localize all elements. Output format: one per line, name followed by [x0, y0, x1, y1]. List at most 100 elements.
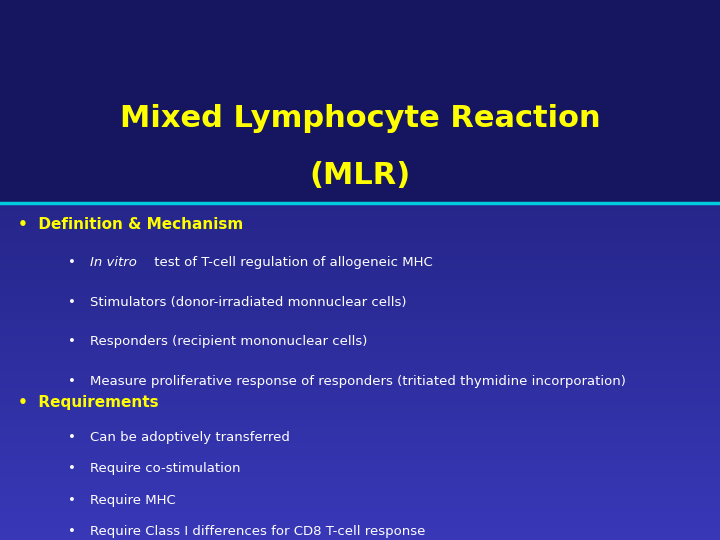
Bar [0, 497, 720, 500]
Bar [0, 281, 720, 284]
Text: •: • [68, 375, 76, 388]
Bar [0, 362, 720, 364]
Text: •: • [68, 335, 76, 348]
Bar [0, 46, 720, 49]
Bar [0, 537, 720, 540]
Bar [0, 157, 720, 159]
Bar [0, 424, 720, 427]
Bar [0, 462, 720, 464]
Bar [0, 49, 720, 51]
Bar [0, 478, 720, 481]
Bar [0, 286, 720, 289]
Bar [0, 437, 720, 440]
Bar [0, 232, 720, 235]
Text: •: • [68, 525, 76, 538]
Bar [0, 65, 720, 68]
Text: •  Requirements: • Requirements [18, 395, 158, 410]
Bar [0, 405, 720, 408]
Bar [0, 221, 720, 224]
Bar [0, 459, 720, 462]
Text: Measure proliferative response of responders (tritiated thymidine incorporation): Measure proliferative response of respon… [90, 375, 626, 388]
Bar [0, 470, 720, 472]
Text: Require co-stimulation: Require co-stimulation [90, 462, 240, 475]
Bar [0, 432, 720, 435]
Bar [0, 213, 720, 216]
Bar [0, 529, 720, 532]
Bar [0, 124, 720, 127]
Bar [0, 200, 720, 202]
Bar [0, 418, 720, 421]
Text: Responders (recipient mononuclear cells): Responders (recipient mononuclear cells) [90, 335, 367, 348]
Bar [0, 305, 720, 308]
Bar [0, 86, 720, 89]
Bar [0, 230, 720, 232]
Bar [0, 416, 720, 418]
Bar [0, 375, 720, 378]
Bar [0, 192, 720, 194]
Text: test of T-cell regulation of allogeneic MHC: test of T-cell regulation of allogeneic … [150, 256, 433, 269]
Bar [0, 184, 720, 186]
Bar [0, 57, 720, 59]
Bar [0, 105, 720, 108]
Bar [0, 119, 720, 122]
Bar [0, 346, 720, 348]
Bar [0, 84, 720, 86]
Bar [0, 81, 720, 84]
Bar [0, 5, 720, 8]
Bar [0, 532, 720, 535]
Bar [0, 292, 720, 294]
Bar [0, 294, 720, 297]
Bar [0, 135, 720, 138]
Bar [0, 132, 720, 135]
Text: •: • [68, 256, 76, 269]
Bar [0, 316, 720, 319]
Bar [0, 235, 720, 238]
Bar [0, 30, 720, 32]
Bar [0, 367, 720, 370]
Bar [0, 24, 720, 27]
Bar [0, 483, 720, 486]
Bar [0, 321, 720, 324]
Text: •  Definition & Mechanism: • Definition & Mechanism [18, 217, 243, 232]
Bar [0, 394, 720, 397]
Bar [0, 154, 720, 157]
Bar [0, 178, 720, 181]
Bar [0, 284, 720, 286]
Bar [0, 392, 720, 394]
Bar [0, 78, 720, 81]
Bar [0, 3, 720, 5]
Bar [0, 505, 720, 508]
Bar [0, 467, 720, 470]
Bar [0, 11, 720, 14]
Bar [0, 113, 720, 116]
Bar [0, 481, 720, 483]
Bar [0, 219, 720, 221]
Bar [0, 278, 720, 281]
Bar [0, 122, 720, 124]
Bar [0, 297, 720, 300]
Bar [0, 94, 720, 97]
Bar [0, 167, 720, 170]
Bar [0, 22, 720, 24]
Bar [0, 489, 720, 491]
Bar [0, 397, 720, 400]
Bar [0, 400, 720, 402]
Bar [0, 19, 720, 22]
Bar [0, 516, 720, 518]
Bar [0, 140, 720, 143]
Bar [0, 16, 720, 19]
Bar [0, 521, 720, 524]
Bar [0, 448, 720, 451]
Bar [0, 73, 720, 76]
Bar [0, 205, 720, 208]
Bar [0, 313, 720, 316]
Bar [0, 211, 720, 213]
Bar [0, 454, 720, 456]
Bar [0, 275, 720, 278]
Bar [0, 475, 720, 478]
Bar [0, 327, 720, 329]
Bar [0, 170, 720, 173]
Bar [0, 143, 720, 146]
Bar [0, 224, 720, 227]
Bar [0, 381, 720, 383]
